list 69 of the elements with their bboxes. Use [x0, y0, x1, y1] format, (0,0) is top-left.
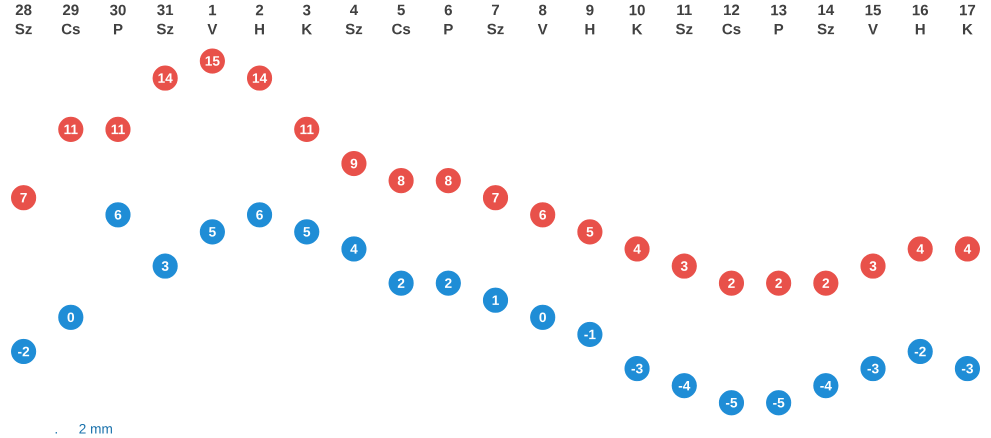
data-label: 3	[680, 261, 688, 271]
x-tick-label: 16 H	[912, 4, 928, 34]
data-label: -2	[914, 346, 926, 356]
data-label: -4	[820, 380, 832, 390]
data-label: 8	[444, 176, 452, 186]
data-label: 14	[252, 73, 268, 83]
x-tick-label: 9 H	[585, 4, 594, 34]
data-label: 2	[822, 278, 830, 288]
text: .	[56, 432, 57, 434]
x-tick-label: 29 Cs	[62, 4, 80, 34]
data-label: 2	[775, 278, 782, 288]
x-tick-label: 10 K	[630, 4, 645, 34]
data-label: 15	[206, 56, 220, 66]
x-tick-label: 8 V	[538, 4, 548, 34]
data-label: 7	[20, 192, 27, 202]
data-label: -4	[678, 380, 690, 390]
data-label: -5	[726, 398, 738, 408]
x-tick-label: 30 P	[110, 4, 126, 34]
x-tick-label: 4 Sz	[346, 4, 362, 34]
point	[436, 270, 461, 296]
x-tick-label: 2 H	[255, 4, 264, 34]
x-tick-label: 1 V	[207, 4, 218, 34]
data-label: 0	[539, 312, 546, 322]
data-label: 3	[162, 261, 168, 271]
x-tick-label: 15 V	[866, 4, 881, 34]
text: 2 mm	[79, 424, 112, 434]
data-label: 3	[870, 261, 876, 271]
data-label: 2	[398, 278, 404, 288]
point	[530, 304, 556, 330]
point	[58, 304, 84, 330]
data-label: 4	[916, 244, 924, 254]
data-label: 11	[64, 124, 78, 134]
x-tick-label: 3 K	[302, 4, 312, 34]
x-tick-label: 17 K	[960, 4, 976, 34]
data-label: 8	[398, 176, 405, 186]
data-label: -3	[867, 364, 879, 374]
data-label: 2	[728, 278, 735, 288]
data-label: -5	[773, 398, 784, 408]
x-tick-label: 7 Sz	[487, 4, 504, 34]
data-label: 1	[492, 295, 499, 305]
data-label: 0	[68, 312, 74, 322]
data-label: 4	[964, 244, 972, 254]
data-label: 6	[256, 210, 263, 220]
x-tick-label: 6 P	[444, 4, 453, 34]
data-label: 4	[633, 244, 641, 254]
data-label: 11	[300, 124, 314, 134]
data-label: 7	[492, 192, 499, 202]
data-label: -1	[584, 330, 596, 340]
data-label: 4	[350, 244, 358, 254]
x-tick-label: 12 Cs	[722, 4, 740, 34]
data-label: 14	[158, 73, 173, 83]
x-tick-label: 13 P	[771, 4, 786, 34]
data-label: 2	[444, 278, 452, 288]
x-tick-label: 14 Sz	[817, 4, 834, 34]
data-label: 5	[208, 227, 216, 237]
data-label: 6	[539, 210, 546, 220]
data-label: -3	[962, 364, 973, 374]
x-tick-label: 31 Sz	[156, 4, 174, 34]
point	[482, 288, 508, 313]
x-tick-label: 11 Sz	[676, 4, 692, 34]
x-tick-label: 28 Sz	[15, 4, 32, 34]
data-label: 5	[586, 227, 594, 237]
data-label: 5	[303, 227, 310, 237]
data-label: 6	[114, 210, 122, 220]
data-label: 9	[350, 158, 358, 168]
data-label: -3	[632, 364, 643, 374]
data-label: 11	[112, 124, 125, 134]
data-label: -2	[18, 346, 30, 356]
x-tick-label: 5 Cs	[392, 4, 410, 34]
